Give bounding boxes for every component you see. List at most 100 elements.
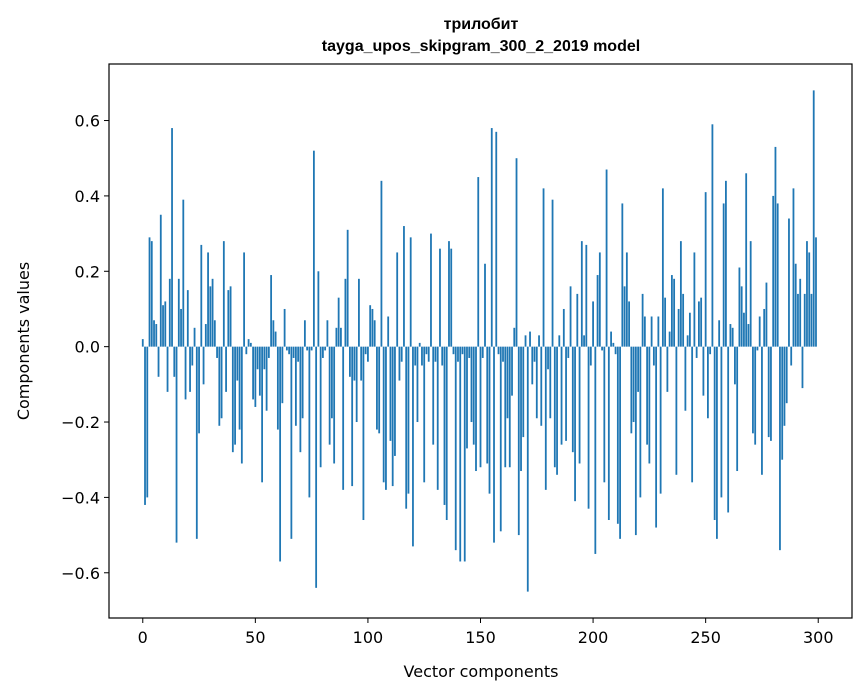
bar <box>299 346 302 453</box>
bar <box>335 327 338 347</box>
bar <box>168 278 171 347</box>
bar <box>204 324 207 347</box>
bar <box>189 346 191 392</box>
bar <box>598 252 601 347</box>
bar <box>587 346 590 509</box>
bar <box>641 293 644 347</box>
bar <box>810 293 813 347</box>
bar <box>448 241 450 347</box>
bar <box>155 324 158 347</box>
x-tick-label: 150 <box>465 628 496 647</box>
bar <box>243 252 245 347</box>
bar <box>240 346 243 464</box>
bar <box>297 346 300 362</box>
bar <box>601 346 603 351</box>
bar <box>272 320 275 347</box>
bar <box>801 346 804 389</box>
bar <box>454 346 457 551</box>
bar <box>290 346 293 539</box>
bar <box>382 346 385 483</box>
bar <box>592 301 594 347</box>
bar <box>421 346 423 366</box>
bar <box>362 346 365 521</box>
bar <box>468 346 471 358</box>
bar <box>790 346 793 366</box>
bar <box>497 346 500 355</box>
bar <box>754 346 757 445</box>
bar <box>767 346 770 438</box>
bar <box>292 346 295 358</box>
bar <box>263 346 266 370</box>
bar <box>625 252 628 347</box>
bar <box>538 335 540 347</box>
bar <box>797 293 799 347</box>
bar <box>445 346 448 521</box>
bar <box>511 346 513 396</box>
bar <box>544 346 547 490</box>
bar <box>430 233 432 347</box>
bar <box>520 346 522 472</box>
bar <box>560 346 563 445</box>
bar <box>722 203 725 347</box>
bar <box>457 346 459 362</box>
bar <box>396 252 399 347</box>
bar <box>373 320 376 347</box>
bar <box>423 346 426 483</box>
bar <box>407 346 410 494</box>
bar <box>781 346 784 460</box>
bar <box>794 263 797 347</box>
bar <box>583 335 585 347</box>
bar <box>488 346 491 494</box>
bar <box>279 346 282 562</box>
bar <box>409 237 412 347</box>
bar <box>623 286 626 347</box>
bar <box>508 346 511 468</box>
bar <box>371 308 374 347</box>
bar <box>630 346 633 434</box>
bar <box>490 128 493 347</box>
bar <box>484 263 486 347</box>
bar <box>574 346 576 502</box>
bar <box>321 346 324 358</box>
bar <box>288 346 291 355</box>
bar <box>707 346 709 419</box>
bar <box>621 203 624 347</box>
bar <box>506 346 509 419</box>
bar <box>652 346 655 366</box>
bar <box>477 177 480 347</box>
bar <box>646 346 649 445</box>
bar <box>657 316 660 347</box>
bar <box>659 346 662 494</box>
bar <box>324 346 327 351</box>
bar <box>211 278 214 347</box>
bar <box>632 346 635 423</box>
bar <box>666 346 669 392</box>
bar <box>247 339 250 347</box>
bar <box>549 346 552 419</box>
x-tick-label: 100 <box>353 628 384 647</box>
x-tick-label: 200 <box>578 628 609 647</box>
bar <box>283 308 286 347</box>
bar <box>808 252 811 347</box>
bar <box>358 278 360 347</box>
bar <box>310 346 313 351</box>
bar <box>650 316 653 347</box>
bar <box>628 301 630 347</box>
bar <box>441 346 444 366</box>
x-tick-label: 300 <box>803 628 834 647</box>
bar <box>806 241 808 347</box>
bar <box>731 327 734 347</box>
bar <box>436 346 439 490</box>
y-axis-ticks: −0.6 −0.4 −0.2 0.0 0.2 0.4 0.6 <box>61 112 109 583</box>
bar <box>256 346 259 370</box>
bar <box>747 324 750 347</box>
bar <box>353 346 356 381</box>
bar <box>752 346 754 434</box>
chart-title-line-2: tayga_upos_skipgram_300_2_2019 model <box>322 38 640 55</box>
bar <box>776 203 779 347</box>
bar <box>495 131 498 347</box>
bar <box>220 346 223 419</box>
bar <box>200 244 203 347</box>
plot-area-frame <box>108 63 853 619</box>
bar <box>799 278 802 347</box>
